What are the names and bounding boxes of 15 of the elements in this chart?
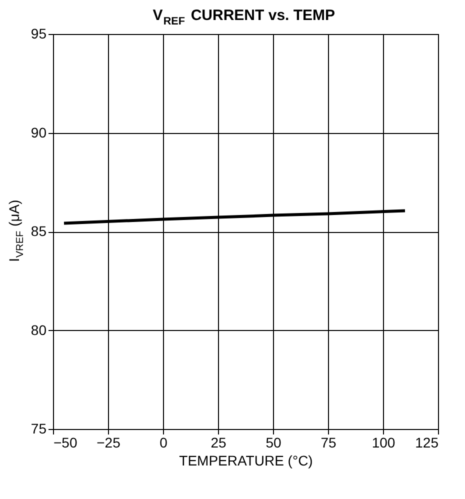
y-tick-label: 80 — [30, 322, 47, 338]
y-tick-label: 95 — [30, 26, 47, 42]
x-tick-label: −25 — [96, 434, 121, 450]
x-tick-label: 0 — [160, 434, 168, 450]
x-tick-label: 125 — [415, 434, 439, 450]
x-tick-label: −50 — [54, 434, 78, 450]
x-axis-title: TEMPERATURE (°C) — [179, 452, 313, 468]
x-tick-label: 50 — [266, 434, 282, 450]
y-tick-label: 75 — [30, 420, 47, 436]
y-tick-label: 85 — [30, 223, 47, 239]
y-axis-title: IVREF (μA) — [6, 200, 26, 262]
x-tick-label: 100 — [372, 434, 396, 450]
x-tick-label: 75 — [320, 434, 336, 450]
x-tick-label: 25 — [210, 434, 226, 450]
y-tick-label: 90 — [30, 124, 47, 140]
